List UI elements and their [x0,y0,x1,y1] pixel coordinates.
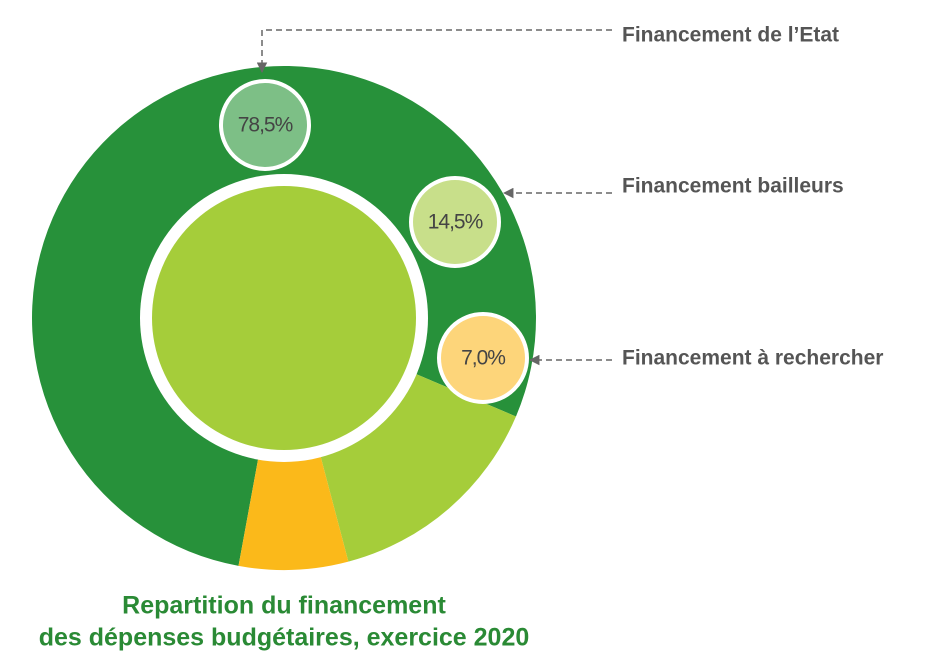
value-label: 78,5% [238,114,293,137]
value-label: 14,5% [428,211,483,234]
legend-label: Financement de l’Etat [622,24,839,47]
legend-label: Financement bailleurs [622,175,844,198]
value-bubble [409,176,501,268]
value-label: 7,0% [461,347,505,370]
chart-title: des dépenses budgétaires, exercice 2020 [39,624,530,652]
chart-title: Repartition du financement [122,592,446,620]
inner-circle [152,186,416,450]
legend-label: Financement à rechercher [622,347,883,370]
connector [256,29,612,74]
value-bubble [437,312,529,404]
value-bubble [219,79,311,171]
